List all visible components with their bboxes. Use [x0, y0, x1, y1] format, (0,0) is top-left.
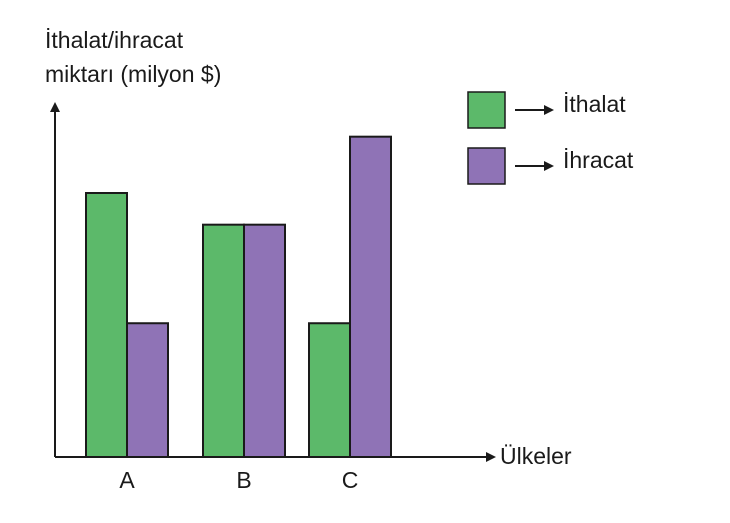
x-axis-label: Ülkeler	[500, 443, 572, 469]
bar	[308, 322, 351, 458]
bar	[202, 223, 245, 458]
x-tick-label: C	[342, 467, 359, 493]
bar	[243, 223, 286, 458]
bar	[85, 192, 128, 458]
legend-label: İhracat	[563, 147, 634, 173]
bar	[349, 135, 392, 458]
x-tick-label: B	[236, 467, 251, 493]
bar	[126, 322, 169, 458]
legend-swatch	[467, 147, 506, 185]
y-axis-label: İthalat/ihracat	[45, 27, 184, 53]
y-axis-label: miktarı (milyon $)	[45, 61, 221, 87]
legend-label: İthalat	[563, 91, 626, 117]
x-tick-label: A	[119, 467, 135, 493]
legend-swatch	[467, 91, 506, 129]
